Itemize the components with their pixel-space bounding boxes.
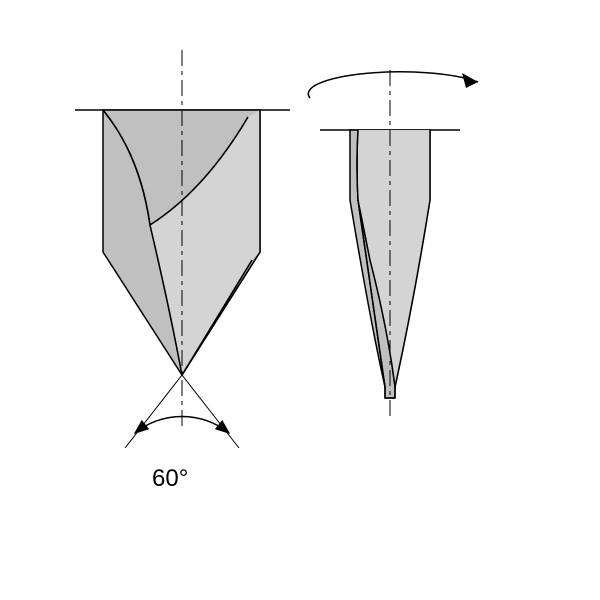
rotation-arrow <box>308 72 478 98</box>
angle-label: 60° <box>152 465 188 492</box>
right-bit <box>308 70 478 420</box>
drill-bit-diagram: 60° <box>0 0 600 600</box>
left-bit <box>75 50 290 448</box>
